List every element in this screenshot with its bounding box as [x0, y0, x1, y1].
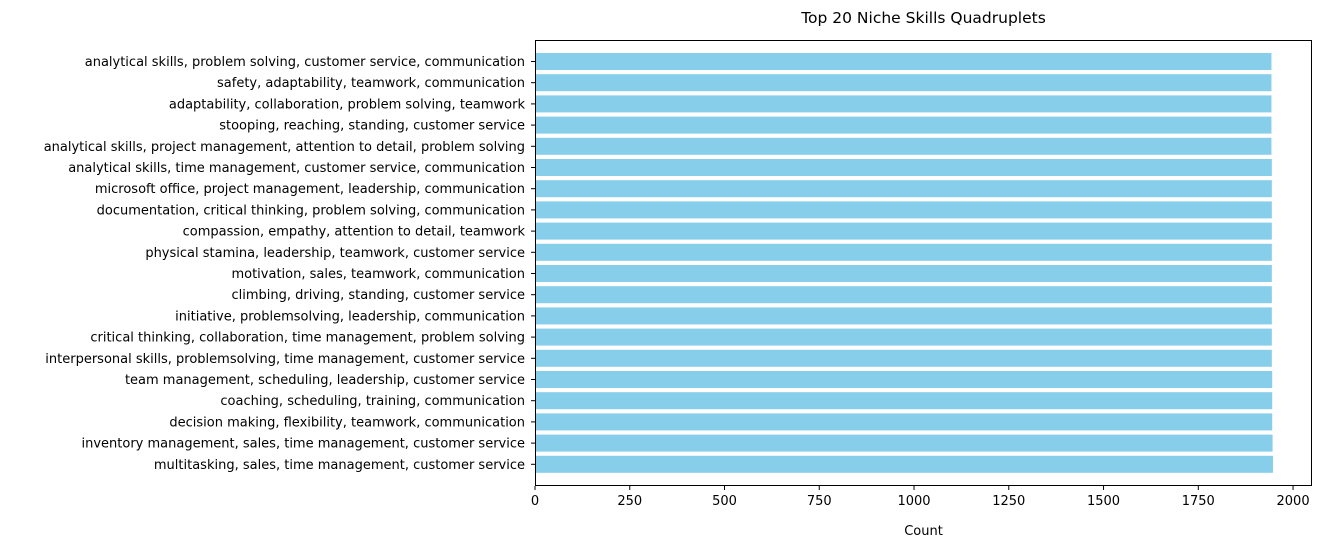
x-tick-label: 1000 — [897, 494, 930, 509]
y-tick-label: inventory management, sales, time manage… — [81, 437, 525, 452]
y-axis: analytical skills, problem solving, cust… — [44, 55, 535, 473]
x-axis: 0 250 500 750 1000 1250 1500 1750 2000 — [531, 486, 1310, 509]
bar — [535, 392, 1273, 410]
y-tick-label: decision making, flexibility, teamwork, … — [169, 415, 525, 430]
y-tick-label: analytical skills, problem solving, cust… — [85, 55, 525, 70]
x-tick-label: 1500 — [1087, 494, 1120, 509]
y-tick-label: documentation, critical thinking, proble… — [97, 203, 525, 218]
x-tick-label: 2000 — [1277, 494, 1310, 509]
bar — [535, 201, 1272, 219]
chart-title: Top 20 Niche Skills Quadruplets — [800, 9, 1046, 27]
x-axis-label: Count — [904, 524, 943, 539]
x-tick-label: 500 — [712, 494, 737, 509]
bar — [535, 222, 1272, 240]
y-tick-label: multitasking, sales, time management, cu… — [154, 458, 525, 473]
bar — [535, 53, 1272, 70]
y-tick-label: adaptability, collaboration, problem sol… — [169, 97, 526, 112]
bar — [535, 307, 1272, 325]
y-tick-label: microsoft office, project management, le… — [95, 182, 525, 197]
bar — [535, 413, 1273, 431]
bar — [535, 265, 1272, 282]
y-tick-label: safety, adaptability, teamwork, communic… — [217, 76, 525, 91]
bar — [535, 116, 1272, 134]
bars-group — [535, 53, 1273, 473]
bar — [535, 180, 1272, 198]
y-tick-label: analytical skills, time management, cust… — [68, 161, 525, 176]
x-tick-label: 250 — [617, 494, 642, 509]
y-tick-label: analytical skills, project management, a… — [44, 140, 525, 155]
bar — [535, 328, 1272, 346]
x-tick-label: 0 — [531, 494, 539, 509]
bar — [535, 349, 1272, 367]
bar — [535, 434, 1273, 452]
y-tick-label: interpersonal skills, problemsolving, ti… — [45, 352, 525, 367]
bar — [535, 371, 1273, 388]
y-tick-label: physical stamina, leadership, teamwork, … — [145, 246, 525, 261]
y-tick-label: compassion, empathy, attention to detail… — [183, 225, 526, 240]
bar — [535, 95, 1272, 113]
bar — [535, 286, 1272, 304]
bar — [535, 455, 1273, 473]
bar — [535, 74, 1272, 92]
bar — [535, 159, 1272, 176]
y-tick-label: coaching, scheduling, training, communic… — [220, 394, 525, 409]
x-tick-label: 750 — [807, 494, 832, 509]
y-tick-label: climbing, driving, standing, customer se… — [231, 288, 525, 303]
x-tick-label: 1250 — [992, 494, 1025, 509]
plot-frame — [535, 40, 1312, 486]
y-tick-label: stooping, reaching, standing, customer s… — [219, 119, 525, 134]
y-tick-label: team management, scheduling, leadership,… — [125, 373, 525, 388]
y-tick-label: initiative, problemsolving, leadership, … — [175, 309, 525, 324]
y-tick-label: critical thinking, collaboration, time m… — [90, 331, 525, 346]
x-tick-label: 1750 — [1182, 494, 1215, 509]
bar — [535, 243, 1272, 261]
bar — [535, 137, 1272, 155]
y-tick-label: motivation, sales, teamwork, communicati… — [231, 267, 525, 282]
